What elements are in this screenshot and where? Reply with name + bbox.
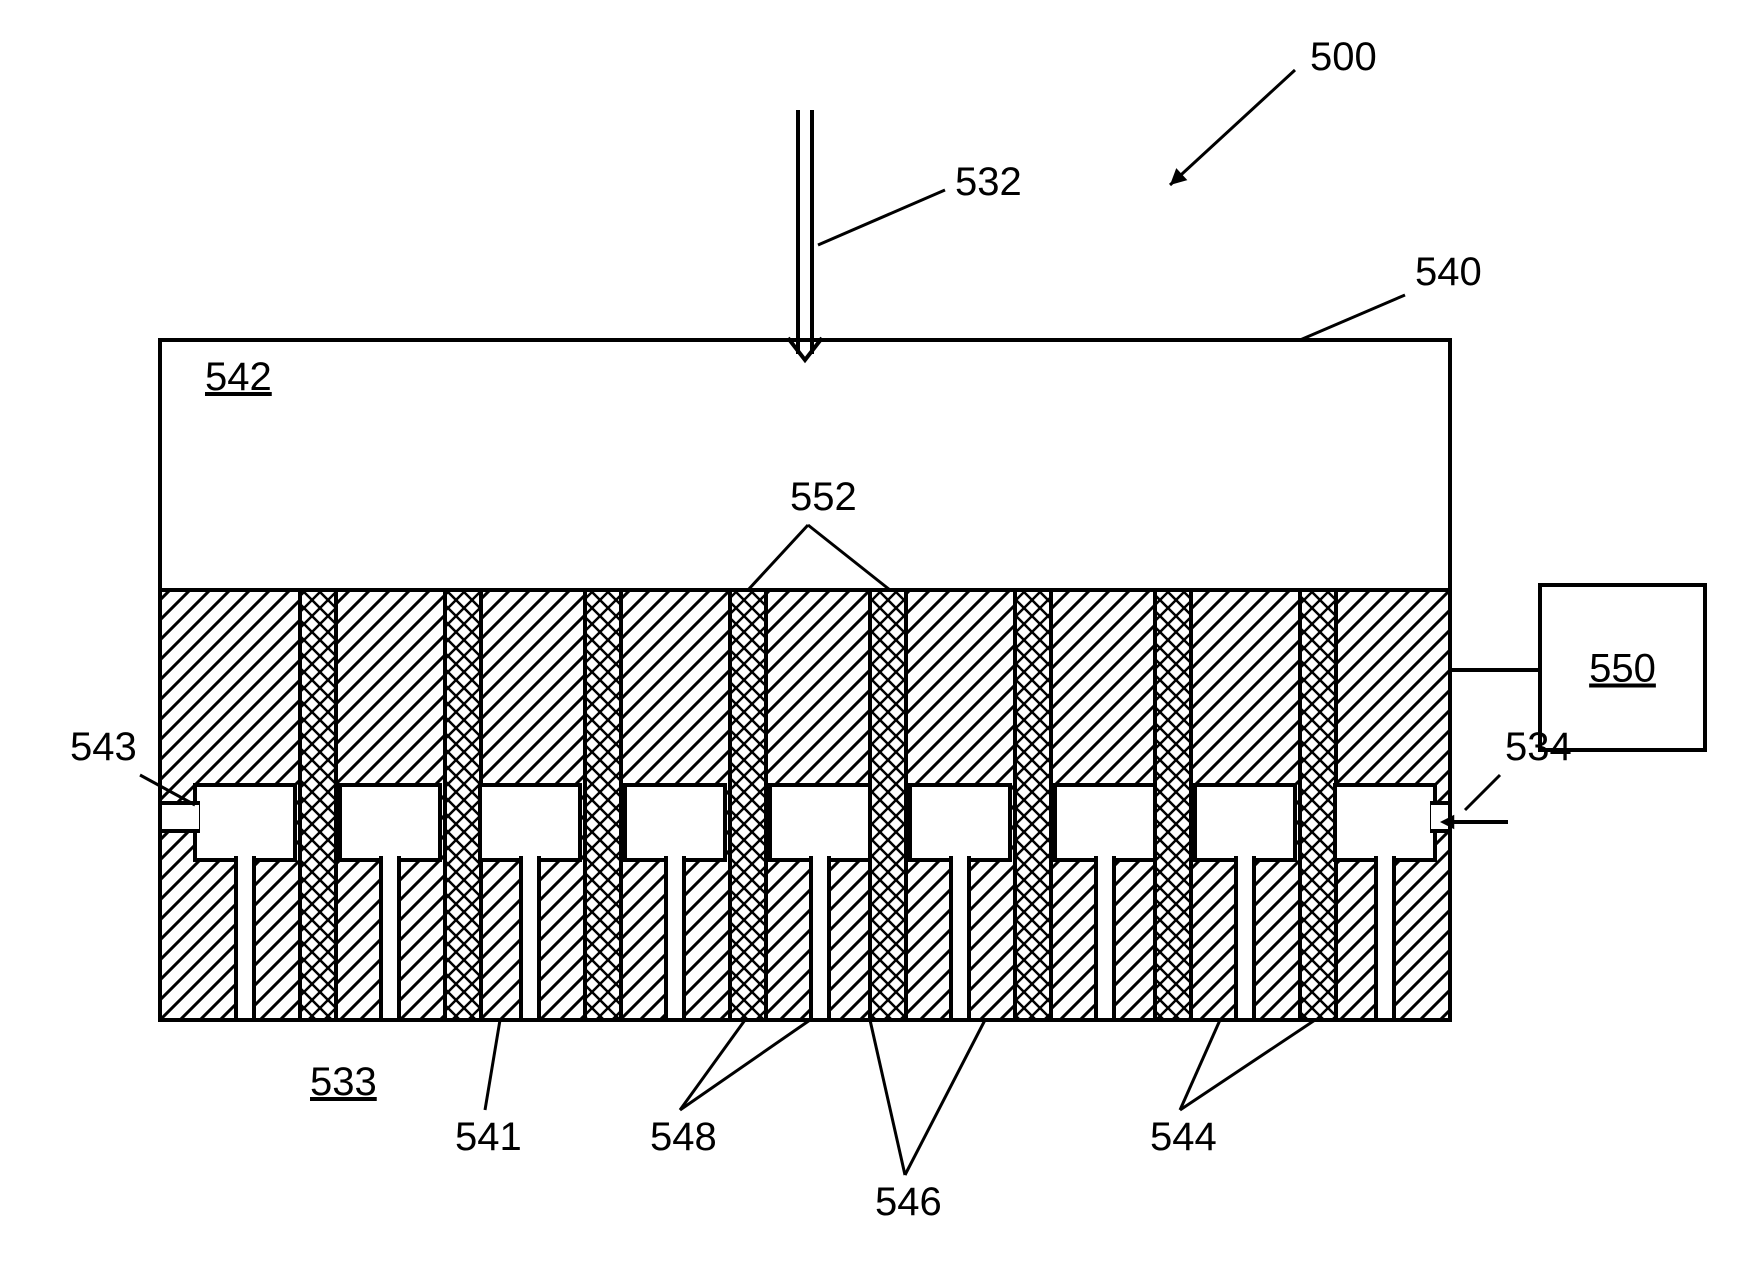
plenum-box xyxy=(910,785,1010,860)
label-534: 534 xyxy=(1505,725,1572,769)
label-542: 542 xyxy=(205,355,272,399)
heater-column xyxy=(585,590,621,1020)
label-550: 550 xyxy=(1589,647,1656,691)
plenum-box xyxy=(770,785,870,860)
plenum-stem xyxy=(1096,858,1114,1020)
plenum-stem xyxy=(381,858,399,1020)
heater-column xyxy=(1300,590,1336,1020)
plenum-stem xyxy=(1236,858,1254,1020)
heater-column xyxy=(300,590,336,1020)
label-541: 541 xyxy=(455,1115,522,1159)
plenum-box xyxy=(1195,785,1295,860)
label-540: 540 xyxy=(1415,250,1482,294)
plenum-stem xyxy=(236,858,254,1020)
plenum-box xyxy=(1055,785,1155,860)
plenum-stem xyxy=(951,858,969,1020)
label-532: 532 xyxy=(955,160,1022,204)
plenum-stem xyxy=(1376,858,1394,1020)
plenum-stem xyxy=(666,858,684,1020)
plenum-stem xyxy=(811,858,829,1020)
plenum-stem xyxy=(521,858,539,1020)
heater-column xyxy=(1155,590,1191,1020)
heater-column xyxy=(730,590,766,1020)
heater-column xyxy=(1015,590,1051,1020)
plenum-box xyxy=(1335,785,1435,860)
label-544: 544 xyxy=(1150,1115,1217,1159)
label-546: 546 xyxy=(875,1180,942,1224)
plenum-box xyxy=(480,785,580,860)
label-543: 543 xyxy=(70,725,137,769)
label-500: 500 xyxy=(1310,35,1377,79)
plenum-box xyxy=(625,785,725,860)
heater-column xyxy=(445,590,481,1020)
label-552: 552 xyxy=(790,475,857,519)
label-548: 548 xyxy=(650,1115,717,1159)
label-533: 533 xyxy=(310,1060,377,1104)
plenum-box xyxy=(340,785,440,860)
plenum-box xyxy=(195,785,295,860)
heater-column xyxy=(870,590,906,1020)
